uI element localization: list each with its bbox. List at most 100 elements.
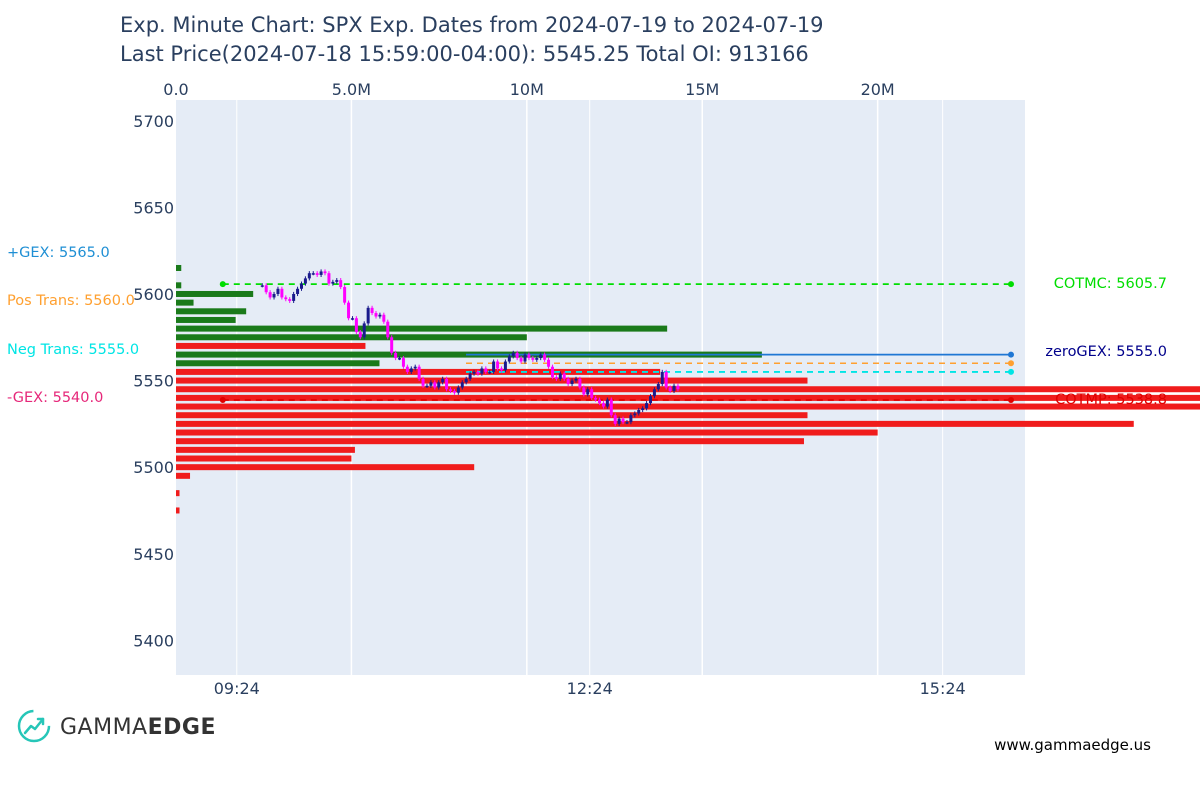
- price-candle: [598, 399, 602, 404]
- y-axis-tick: 5650: [133, 198, 174, 217]
- price-candle: [449, 389, 453, 391]
- price-candle: [543, 354, 547, 360]
- price-candle: [492, 361, 496, 372]
- price-candle: [629, 415, 633, 423]
- y-axis-tick: 5700: [133, 112, 174, 131]
- price-candle: [405, 366, 409, 372]
- price-candle: [637, 410, 641, 414]
- price-series: [260, 269, 680, 426]
- price-candle: [641, 408, 645, 411]
- gex-bar: [176, 438, 804, 445]
- price-candle: [472, 371, 476, 374]
- price-candle: [335, 280, 339, 282]
- price-candle: [401, 358, 405, 367]
- price-candle: [594, 397, 598, 400]
- price-candle: [550, 366, 554, 378]
- price-candle: [507, 356, 511, 362]
- top-axis-tick: 5.0M: [332, 80, 371, 99]
- y-axis-tick: 5550: [133, 372, 174, 391]
- price-candle: [652, 389, 656, 397]
- price-candle: [519, 358, 523, 362]
- price-candle: [370, 307, 374, 314]
- gex-bar: [176, 490, 180, 497]
- price-candle: [515, 352, 519, 359]
- price-candle: [441, 378, 445, 383]
- neg-trans-label: Neg Trans: 5555.0: [7, 342, 139, 358]
- gex-bar: [176, 464, 475, 471]
- website-link[interactable]: www.gammaedge.us: [994, 736, 1151, 754]
- price-candle: [566, 378, 570, 385]
- price-candle: [460, 382, 464, 388]
- gex-bar: [176, 403, 1200, 410]
- cotmc-line-marker: [1008, 281, 1014, 288]
- price-candle: [468, 373, 472, 379]
- chart-subtitle: Last Price(2024-07-18 15:59:00-04:00): 5…: [120, 42, 809, 66]
- gex-bar: [176, 290, 254, 297]
- price-candle: [409, 368, 413, 372]
- price-candle: [527, 354, 531, 359]
- price-candle: [339, 280, 343, 288]
- bottom-axis-tick: 09:24: [214, 679, 260, 698]
- price-candle: [445, 378, 449, 390]
- gex-bar: [176, 412, 808, 419]
- price-candle: [362, 323, 366, 338]
- price-candle: [590, 389, 594, 398]
- price-candle: [456, 387, 460, 393]
- price-candle: [429, 382, 433, 386]
- price-candle: [268, 292, 272, 298]
- gex-bar: [176, 420, 1134, 427]
- brand-name-light: GAMMA: [60, 715, 148, 740]
- price-candle: [311, 273, 315, 275]
- price-candle: [327, 273, 331, 284]
- gex-bar: [176, 507, 180, 514]
- price-candle: [319, 271, 323, 275]
- level-lines: [219, 281, 1014, 403]
- price-candle: [307, 273, 311, 279]
- price-candle: [343, 287, 347, 303]
- price-candle: [660, 371, 664, 385]
- cotmp-line-marker: [1008, 396, 1014, 403]
- gex-bar: [176, 446, 355, 453]
- price-candle: [350, 318, 354, 320]
- price-candle: [656, 384, 660, 390]
- price-candle: [296, 288, 300, 294]
- price-candle: [547, 359, 551, 367]
- price-candle: [347, 302, 351, 319]
- price-candle: [672, 385, 676, 391]
- price-candle: [586, 389, 590, 395]
- price-candle: [648, 396, 652, 404]
- price-candle: [539, 354, 543, 359]
- plus-gex-label: +GEX: 5565.0: [7, 245, 110, 261]
- gammaedge-logo: GAMMAEDGE: [17, 709, 216, 743]
- gex-bar: [176, 316, 236, 323]
- gex-bar: [176, 334, 527, 341]
- top-axis-tick: 10M: [510, 80, 544, 99]
- price-candle: [496, 361, 500, 369]
- price-candle: [425, 385, 429, 388]
- top-axis-tick: 15M: [685, 80, 719, 99]
- gex-bar: [176, 472, 191, 479]
- gex-bar: [176, 360, 380, 367]
- price-candle: [288, 299, 292, 301]
- y-axis-tick: 5450: [133, 545, 174, 564]
- price-candle: [554, 377, 558, 379]
- price-candle: [280, 288, 284, 298]
- price-candle: [386, 321, 390, 338]
- top-axis-tick: 20M: [861, 80, 895, 99]
- price-candle: [276, 288, 280, 294]
- price-candle: [574, 378, 578, 381]
- price-candle: [605, 399, 609, 407]
- price-candle: [315, 273, 319, 275]
- price-candle: [354, 318, 358, 333]
- price-candle: [668, 387, 672, 391]
- price-candle: [570, 380, 574, 385]
- gex-bar: [176, 264, 182, 271]
- bottom-axis-tick: 12:24: [567, 679, 613, 698]
- chart-title: Exp. Minute Chart: SPX Exp. Dates from 2…: [120, 13, 824, 37]
- price-candle: [523, 354, 527, 362]
- price-candle: [292, 293, 296, 301]
- price-candle: [511, 352, 515, 357]
- price-candle: [484, 368, 488, 372]
- price-candle: [260, 285, 264, 287]
